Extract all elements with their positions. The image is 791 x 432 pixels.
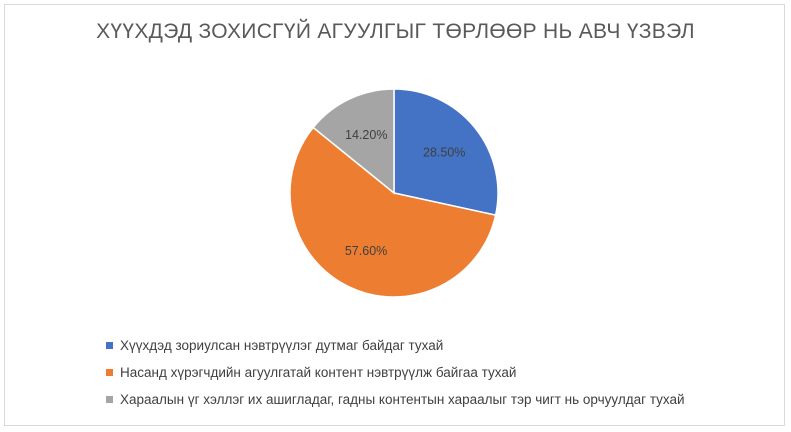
pie-slice (393, 88, 499, 217)
legend-label: Хараалын үг хэллэг их ашигладаг, гадны к… (120, 391, 685, 407)
legend: Хүүхдэд зориулсан нэвтрүүлэг дутмаг байд… (106, 337, 685, 418)
legend-swatch-icon (106, 368, 113, 376)
legend-swatch-icon (106, 341, 113, 349)
pie-slice (312, 88, 395, 195)
pie-slice (289, 126, 497, 298)
slice-data-label: 28.50% (423, 146, 465, 160)
legend-item: Хараалын үг хэллэг их ашигладаг, гадны к… (106, 391, 685, 407)
slice-data-label: 14.20% (345, 128, 387, 142)
chart-title: ХҮҮХДЭД ЗОХИСГҮЙ АГУУЛГЫГ ТӨРЛӨӨР НЬ АВЧ… (96, 20, 695, 43)
legend-swatch-icon (106, 395, 113, 403)
legend-item: Насанд хүрэгчдийн агуулгатай контент нэв… (106, 364, 685, 380)
legend-item: Хүүхдэд зориулсан нэвтрүүлэг дутмаг байд… (106, 337, 685, 353)
slice-data-label: 57.60% (345, 244, 387, 258)
legend-label: Хүүхдэд зориулсан нэвтрүүлэг дутмаг байд… (120, 337, 444, 353)
legend-label: Насанд хүрэгчдийн агуулгатай контент нэв… (120, 364, 517, 380)
